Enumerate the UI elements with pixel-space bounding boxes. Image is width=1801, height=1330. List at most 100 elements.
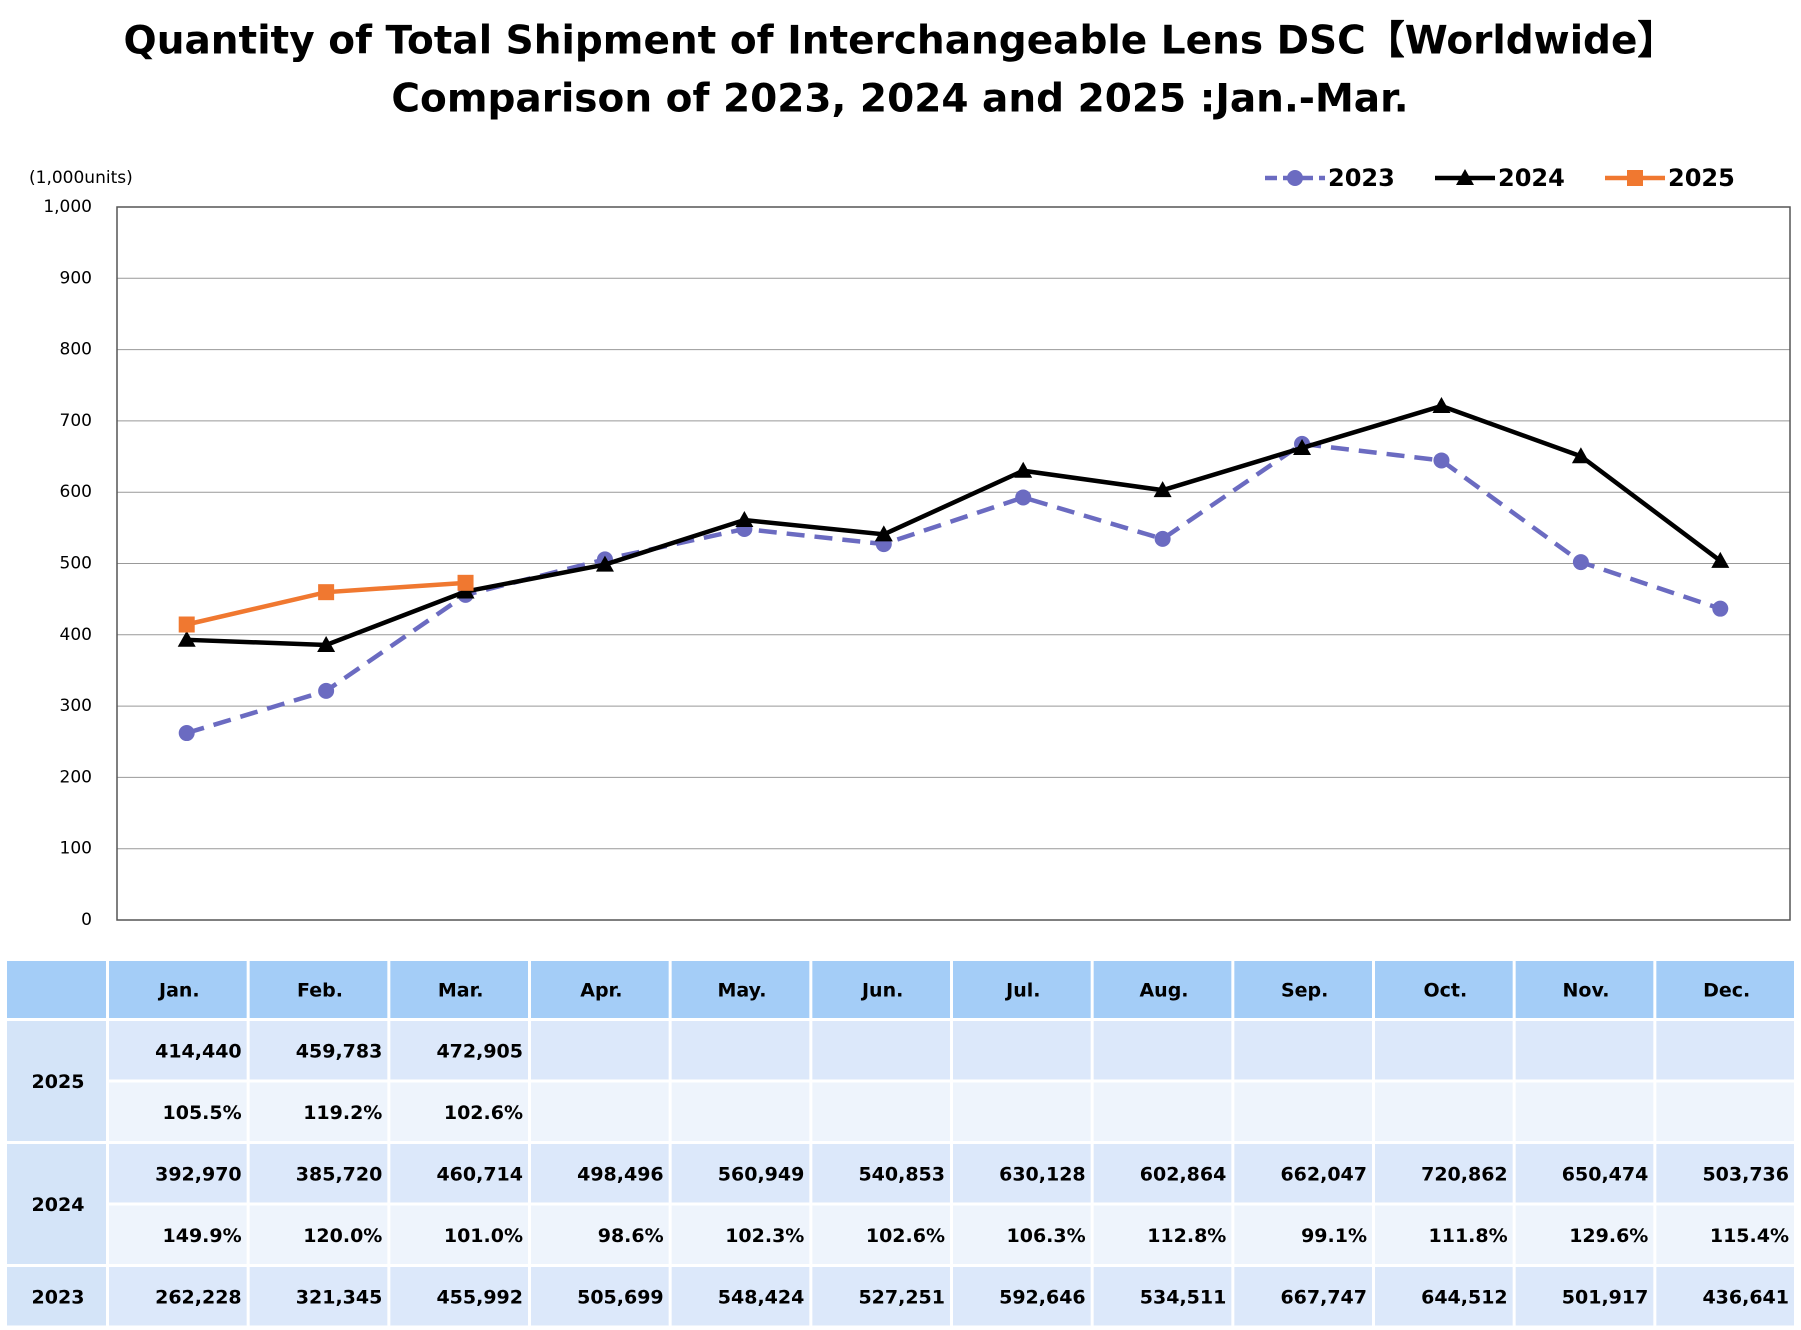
table-value: 98.6%: [598, 1225, 664, 1247]
table-value: 111.8%: [1429, 1225, 1508, 1247]
table-value: 501,917: [1562, 1286, 1649, 1308]
legend-label: 2023: [1328, 164, 1395, 192]
table-header-cell: [812, 961, 950, 1018]
table-row-label-cell: [7, 1144, 106, 1264]
table-cell: [1375, 1144, 1513, 1203]
point: [1293, 438, 1312, 455]
table-header-cell: [953, 961, 1091, 1018]
table-header-cell: [671, 961, 810, 1018]
table-cell: [249, 1267, 388, 1326]
table-value: 101.0%: [444, 1225, 523, 1247]
table-cell: [1093, 1082, 1232, 1141]
y-tick-label: 1,000: [43, 197, 92, 217]
table-value: 548,424: [718, 1286, 805, 1308]
table-value: 720,862: [1421, 1163, 1508, 1185]
table-header: Jul.: [1004, 980, 1040, 1002]
table-header-cell: [249, 961, 388, 1018]
table-cell: [531, 1267, 669, 1326]
table-cell: [1093, 1144, 1232, 1203]
table-cell: [953, 1082, 1091, 1141]
table-row-label-cell: [7, 1267, 106, 1326]
table-cell: [109, 1021, 247, 1080]
table-cell: [671, 1144, 810, 1203]
table-cell: [812, 1021, 950, 1080]
table-header-cell: [109, 961, 247, 1018]
table-value: 505,699: [577, 1286, 664, 1308]
point: [1432, 397, 1451, 414]
table-header: Feb.: [297, 980, 343, 1002]
table-header: Dec.: [1703, 980, 1750, 1002]
table-header-cell: [1234, 961, 1372, 1018]
table-value: 472,905: [436, 1040, 523, 1062]
table-cell: [1234, 1205, 1372, 1264]
point: [1571, 447, 1590, 464]
point: [874, 525, 893, 542]
table-value: 592,646: [999, 1286, 1086, 1308]
table-header-cell: [1515, 961, 1654, 1018]
point: [457, 574, 474, 591]
table-cell: [1656, 1144, 1794, 1203]
table-value: 115.4%: [1710, 1225, 1789, 1247]
table-cell: [1093, 1267, 1232, 1326]
y-tick-label: 0: [81, 910, 92, 930]
table-value: 149.9%: [163, 1225, 242, 1247]
table-value: 112.8%: [1147, 1225, 1226, 1247]
legend-label: 2025: [1668, 164, 1735, 192]
table-value: 414,440: [155, 1040, 242, 1062]
y-tick-label: 300: [60, 696, 92, 716]
table-cell: [812, 1267, 950, 1326]
table-value: 602,864: [1140, 1163, 1227, 1185]
table-cell: [390, 1021, 528, 1080]
point: [178, 616, 195, 633]
table-value: 262,228: [155, 1286, 242, 1308]
point: [1014, 461, 1033, 478]
table-cell: [1656, 1267, 1794, 1326]
y-tick-label: 200: [60, 767, 92, 787]
table-cell: [953, 1205, 1091, 1264]
table-cell: [1656, 1021, 1794, 1080]
y-axis-label: (1,000units): [29, 168, 133, 188]
table-header: Nov.: [1562, 980, 1609, 1002]
point: [1711, 551, 1730, 568]
legend-label: 2024: [1498, 164, 1565, 192]
point: [178, 725, 195, 742]
y-tick-label: 900: [60, 268, 92, 288]
y-tick-label: 500: [60, 554, 92, 574]
point: [318, 584, 335, 601]
table-cell: [812, 1082, 950, 1141]
table-value: 120.0%: [303, 1225, 382, 1247]
table-value: 644,512: [1421, 1286, 1508, 1308]
table-value: 540,853: [858, 1163, 945, 1185]
table-cell: [671, 1205, 810, 1264]
table-value: 560,949: [718, 1163, 805, 1185]
table-value: 460,714: [436, 1163, 523, 1185]
table-value: 102.6%: [444, 1102, 523, 1124]
y-tick-label: 400: [60, 625, 92, 645]
point: [735, 511, 754, 528]
table-row-label: 2024: [32, 1194, 85, 1216]
table-value: 534,511: [1140, 1286, 1227, 1308]
table-value: 662,047: [1280, 1163, 1367, 1185]
table-cell: [1234, 1267, 1372, 1326]
table-header: Sep.: [1281, 980, 1328, 1002]
table-cell: [249, 1144, 388, 1203]
table-header-cell: [1375, 961, 1513, 1018]
table-header: Jun.: [860, 980, 903, 1002]
point: [1287, 170, 1303, 186]
table-cell: [1656, 1205, 1794, 1264]
table-cell: [1234, 1082, 1372, 1141]
table-cell: [109, 1082, 247, 1141]
table-value: 106.3%: [1007, 1225, 1086, 1247]
table-value: 527,251: [858, 1286, 945, 1308]
table-value: 498,496: [577, 1163, 664, 1185]
point: [595, 555, 614, 572]
point: [1627, 170, 1643, 186]
table-cell: [1515, 1205, 1654, 1264]
table-cell: [1093, 1021, 1232, 1080]
table-row-label-cell: [7, 1021, 106, 1141]
table-cell: [1515, 1021, 1654, 1080]
table-cell: [1375, 1205, 1513, 1264]
table-cell: [671, 1082, 810, 1141]
table-value: 630,128: [999, 1163, 1086, 1185]
